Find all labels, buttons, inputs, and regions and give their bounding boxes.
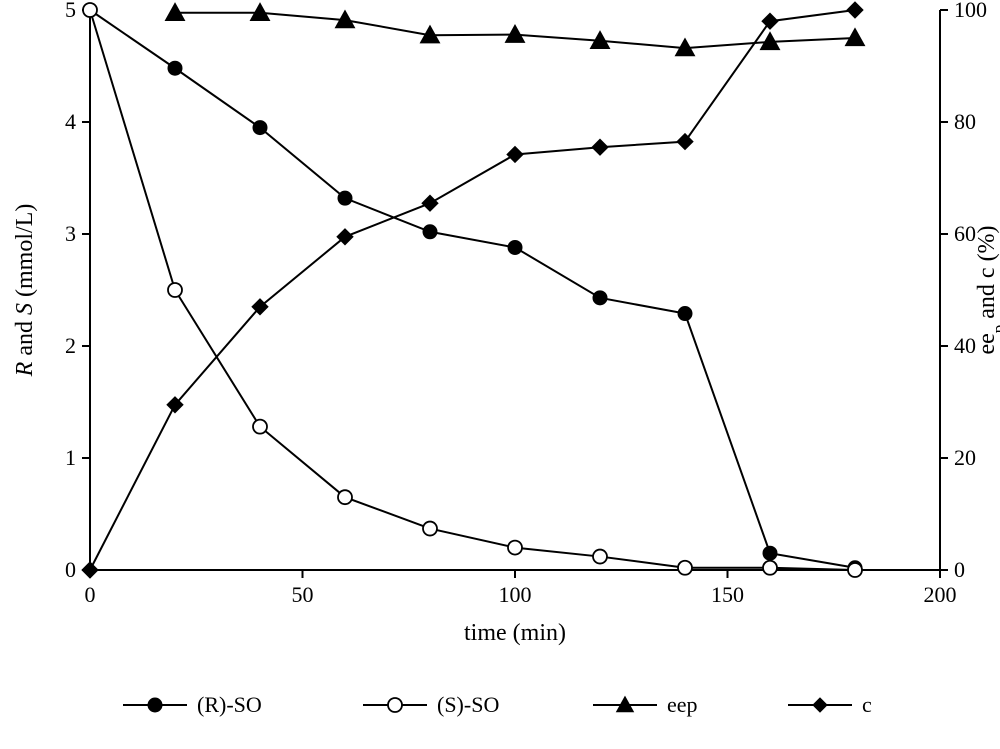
svg-text:4: 4	[65, 109, 76, 134]
svg-text:100: 100	[954, 0, 987, 22]
svg-text:1: 1	[65, 445, 76, 470]
svg-text:3: 3	[65, 221, 76, 246]
svg-text:time (min): time (min)	[464, 620, 566, 646]
svg-text:5: 5	[65, 0, 76, 22]
svg-text:(S)-SO: (S)-SO	[437, 692, 499, 717]
svg-text:0: 0	[954, 557, 965, 582]
svg-text:2: 2	[65, 333, 76, 358]
svg-text:100: 100	[499, 582, 532, 607]
svg-text:c: c	[862, 692, 872, 717]
svg-text:50: 50	[292, 582, 314, 607]
svg-text:eep: eep	[667, 692, 698, 717]
svg-text:150: 150	[711, 582, 744, 607]
svg-text:80: 80	[954, 109, 976, 134]
chart-svg: 050100150200time (min)012345R and S (mmo…	[0, 0, 1000, 749]
svg-text:40: 40	[954, 333, 976, 358]
svg-text:0: 0	[65, 557, 76, 582]
svg-text:R and S (mmol/L): R and S (mmol/L)	[12, 204, 38, 378]
svg-text:60: 60	[954, 221, 976, 246]
svg-text:eep and c (%): eep and c (%)	[974, 225, 1000, 354]
svg-text:(R)-SO: (R)-SO	[197, 692, 262, 717]
chart-container: 050100150200time (min)012345R and S (mmo…	[0, 0, 1000, 749]
svg-text:200: 200	[924, 582, 957, 607]
svg-text:20: 20	[954, 445, 976, 470]
svg-text:0: 0	[85, 582, 96, 607]
